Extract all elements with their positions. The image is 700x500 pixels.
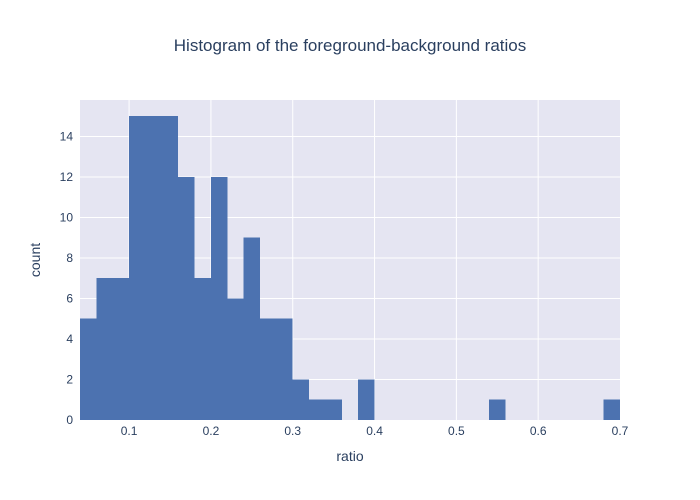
y-axis-title: count — [27, 243, 43, 277]
y-tick-label: 10 — [60, 210, 74, 224]
histogram-bar — [260, 318, 277, 420]
x-tick-label: 0.7 — [612, 424, 629, 438]
histogram-bar — [243, 237, 260, 420]
histogram-bar — [292, 379, 310, 420]
histogram-bar — [358, 379, 375, 420]
histogram-bar — [80, 318, 97, 420]
histogram-bar — [603, 399, 620, 420]
y-tick-label: 4 — [66, 332, 73, 346]
histogram-bar — [161, 116, 179, 421]
x-tick-label: 0.2 — [203, 424, 220, 438]
y-tick-label: 6 — [66, 291, 73, 305]
y-tick-label: 2 — [66, 372, 73, 386]
histogram-bar — [276, 318, 293, 420]
chart-title: Histogram of the foreground-background r… — [174, 36, 526, 55]
histogram-bar — [178, 176, 195, 420]
histogram-bar — [210, 176, 228, 420]
y-tick-label: 12 — [60, 170, 74, 184]
y-tick-label: 14 — [60, 129, 74, 143]
x-tick-label: 0.3 — [284, 424, 301, 438]
histogram-bar — [194, 278, 211, 420]
x-axis-ticks: 0.1 0.2 0.3 0.4 0.5 0.6 0.7 — [121, 424, 629, 438]
x-tick-label: 0.4 — [366, 424, 383, 438]
histogram-bar — [112, 278, 130, 420]
x-tick-label: 0.1 — [121, 424, 138, 438]
y-tick-label: 8 — [66, 251, 73, 265]
x-tick-label: 0.5 — [448, 424, 465, 438]
histogram-bars — [80, 116, 620, 421]
y-axis-ticks: 0 2 4 6 8 10 12 14 — [60, 129, 74, 427]
histogram-bar — [129, 116, 146, 421]
histogram-bar — [489, 399, 506, 420]
histogram-bar — [325, 399, 342, 420]
histogram-bar — [145, 116, 162, 421]
histogram-bar — [96, 278, 113, 420]
x-tick-label: 0.6 — [530, 424, 547, 438]
x-axis-title: ratio — [336, 448, 363, 464]
histogram-bar — [227, 298, 244, 420]
histogram-bar — [309, 399, 326, 420]
y-tick-label: 0 — [66, 413, 73, 427]
